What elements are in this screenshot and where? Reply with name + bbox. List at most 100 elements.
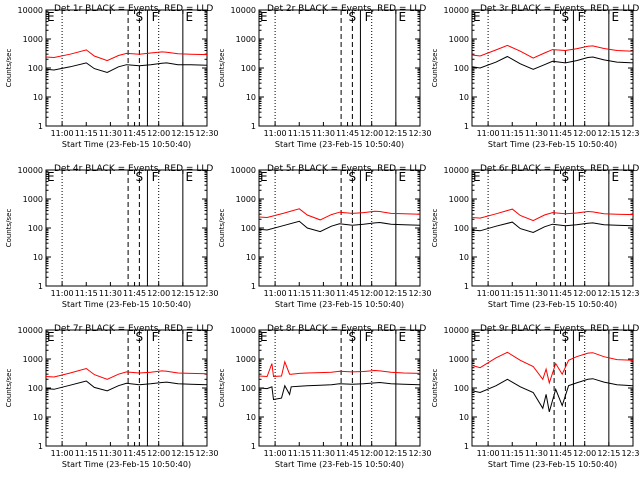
event-marker: E xyxy=(611,170,619,184)
event-marker: E xyxy=(260,330,268,344)
x-tick-label: 12:00 xyxy=(573,129,596,138)
x-tick-label: 12:00 xyxy=(147,289,170,298)
chart-panel-3: Det 3r BLACK = Events, RED = LLD 1 10 100 10… xyxy=(431,4,640,149)
series-line-lld xyxy=(45,367,208,380)
series-line-events xyxy=(471,221,634,234)
series-line-events xyxy=(471,55,634,70)
x-tick-label: 12:00 xyxy=(573,449,596,458)
series-line-events xyxy=(258,381,421,401)
y-tick-label: 10 xyxy=(459,413,469,422)
panel-title: Det 8r BLACK = Events, RED = LLD xyxy=(267,324,426,334)
series-line-events xyxy=(258,220,421,233)
x-tick-label: 12:30 xyxy=(621,129,640,138)
x-tick-label: 11:15 xyxy=(288,129,311,138)
x-tick-label: 11:15 xyxy=(501,289,524,298)
x-tick-label: 11:00 xyxy=(264,129,287,138)
x-axis-label: Start Time (23-Feb-15 10:50:40) xyxy=(488,300,617,309)
x-tick-label: 11:00 xyxy=(264,449,287,458)
event-marker: S xyxy=(562,170,570,184)
series-line-lld xyxy=(258,208,421,221)
event-marker: E xyxy=(398,330,406,344)
y-tick-label: 1000 xyxy=(236,355,256,364)
x-tick-label: 11:30 xyxy=(312,289,335,298)
y-axis-label: Counts/sec xyxy=(218,49,226,88)
x-axis-label: Start Time (23-Feb-15 10:50:40) xyxy=(62,140,191,149)
x-axis-label: Start Time (23-Feb-15 10:50:40) xyxy=(488,460,617,469)
event-marker: S xyxy=(349,330,357,344)
event-marker: S xyxy=(349,10,357,24)
x-tick-label: 11:00 xyxy=(477,289,500,298)
y-tick-label: 10000 xyxy=(18,166,43,175)
x-tick-label: 12:00 xyxy=(147,129,170,138)
y-axis-label: Counts/sec xyxy=(431,49,439,88)
event-marker: S xyxy=(136,170,144,184)
y-tick-label: 1000 xyxy=(23,195,43,204)
y-axis-label: Counts/sec xyxy=(5,209,13,248)
x-tick-label: 11:00 xyxy=(477,449,500,458)
x-tick-label: 11:00 xyxy=(51,129,74,138)
y-tick-label: 1000 xyxy=(236,35,256,44)
x-tick-label: 12:15 xyxy=(597,449,620,458)
x-tick-label: 12:15 xyxy=(384,449,407,458)
x-tick-label: 11:00 xyxy=(477,129,500,138)
series-line-events xyxy=(471,378,634,413)
x-tick-label: 11:45 xyxy=(336,129,359,138)
event-marker: F xyxy=(578,10,585,24)
y-tick-label: 10000 xyxy=(444,166,469,175)
y-tick-label: 1 xyxy=(464,442,469,451)
event-marker: S xyxy=(562,10,570,24)
panel-title: Det 5r BLACK = Events, RED = LLD xyxy=(267,164,426,174)
y-tick-label: 10 xyxy=(459,253,469,262)
y-tick-label: 100 xyxy=(241,224,256,233)
chart-panel-8: Det 8r BLACK = Events, RED = LLD 1 10 100 10… xyxy=(218,324,432,469)
y-tick-label: 10 xyxy=(246,413,256,422)
y-tick-label: 1 xyxy=(251,282,256,291)
event-marker: F xyxy=(578,170,585,184)
y-tick-label: 100 xyxy=(241,64,256,73)
y-tick-label: 1 xyxy=(251,122,256,131)
x-tick-label: 12:15 xyxy=(597,129,620,138)
chart-panel-2: Det 2r BLACK = Events, RED = LLD 1 10 100 10… xyxy=(218,4,432,149)
x-tick-label: 11:45 xyxy=(123,129,146,138)
event-marker: E xyxy=(185,10,193,24)
y-tick-label: 10 xyxy=(33,253,43,262)
panel-title: Det 1r BLACK = Events, RED = LLD xyxy=(54,4,213,14)
x-tick-label: 11:30 xyxy=(525,449,548,458)
x-tick-label: 11:15 xyxy=(75,129,98,138)
event-marker: E xyxy=(473,170,481,184)
series-line-lld xyxy=(258,360,421,378)
x-tick-label: 12:15 xyxy=(171,289,194,298)
y-tick-label: 10 xyxy=(246,253,256,262)
event-marker: E xyxy=(47,170,55,184)
y-axis-label: Counts/sec xyxy=(431,209,439,248)
series-line-lld xyxy=(471,208,634,222)
y-tick-label: 1 xyxy=(38,122,43,131)
y-tick-label: 1000 xyxy=(23,355,43,364)
chart-panel-6: Det 6r BLACK = Events, RED = LLD 1 10 100 10… xyxy=(431,164,640,309)
x-tick-label: 12:00 xyxy=(360,129,383,138)
series-line-lld xyxy=(471,44,634,59)
y-axis-label: Counts/sec xyxy=(5,49,13,88)
panel-title: Det 7r BLACK = Events, RED = LLD xyxy=(54,324,213,334)
y-tick-label: 10 xyxy=(33,93,43,102)
y-tick-label: 10 xyxy=(246,93,256,102)
x-tick-label: 11:45 xyxy=(123,449,146,458)
x-axis-label: Start Time (23-Feb-15 10:50:40) xyxy=(62,300,191,309)
event-marker: E xyxy=(611,330,619,344)
event-marker: F xyxy=(152,10,159,24)
x-tick-label: 11:15 xyxy=(501,129,524,138)
chart-panel-1: Det 1r BLACK = Events, RED = LLD 1 10 100 10… xyxy=(5,4,219,149)
y-tick-label: 10 xyxy=(459,93,469,102)
y-tick-label: 1 xyxy=(464,122,469,131)
event-marker: E xyxy=(398,10,406,24)
x-tick-label: 11:15 xyxy=(75,289,98,298)
y-tick-label: 1 xyxy=(251,442,256,451)
event-marker: E xyxy=(47,330,55,344)
x-tick-label: 11:15 xyxy=(288,289,311,298)
x-tick-label: 12:30 xyxy=(195,289,218,298)
x-tick-label: 12:30 xyxy=(408,289,431,298)
panel-title: Det 6r BLACK = Events, RED = LLD xyxy=(480,164,639,174)
series-line-lld xyxy=(471,351,634,385)
y-tick-label: 100 xyxy=(454,224,469,233)
